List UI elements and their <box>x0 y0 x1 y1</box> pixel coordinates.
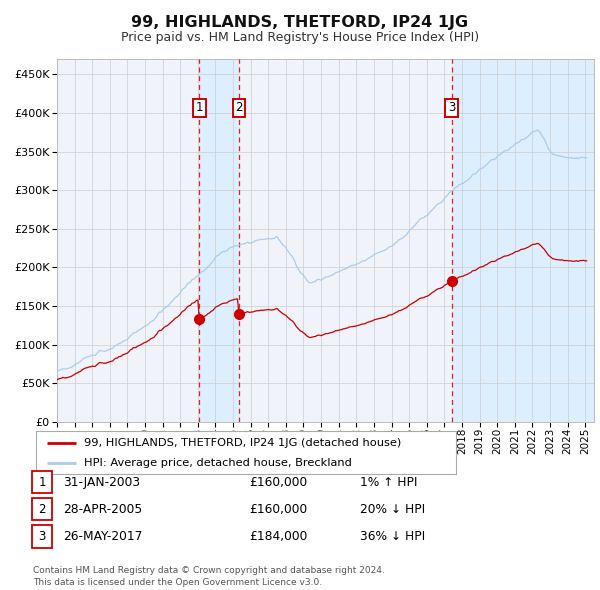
Text: 1: 1 <box>196 101 203 114</box>
Text: 20% ↓ HPI: 20% ↓ HPI <box>360 503 425 516</box>
Text: 2: 2 <box>235 101 242 114</box>
Text: HPI: Average price, detached house, Breckland: HPI: Average price, detached house, Brec… <box>85 458 352 468</box>
Text: 36% ↓ HPI: 36% ↓ HPI <box>360 530 425 543</box>
Text: 99, HIGHLANDS, THETFORD, IP24 1JG: 99, HIGHLANDS, THETFORD, IP24 1JG <box>131 15 469 30</box>
Text: £160,000: £160,000 <box>249 476 307 489</box>
Bar <box>199 59 239 422</box>
Text: 1% ↑ HPI: 1% ↑ HPI <box>360 476 418 489</box>
Text: Price paid vs. HM Land Registry's House Price Index (HPI): Price paid vs. HM Land Registry's House … <box>121 31 479 44</box>
Text: 31-JAN-2003: 31-JAN-2003 <box>63 476 140 489</box>
Bar <box>452 59 594 422</box>
Text: £160,000: £160,000 <box>249 503 307 516</box>
Text: 1: 1 <box>38 476 46 489</box>
Text: £184,000: £184,000 <box>249 530 307 543</box>
Text: 3: 3 <box>38 530 46 543</box>
Text: Contains HM Land Registry data © Crown copyright and database right 2024.
This d: Contains HM Land Registry data © Crown c… <box>33 566 385 587</box>
Text: 99, HIGHLANDS, THETFORD, IP24 1JG (detached house): 99, HIGHLANDS, THETFORD, IP24 1JG (detac… <box>85 438 401 448</box>
Text: 26-MAY-2017: 26-MAY-2017 <box>63 530 142 543</box>
Text: 3: 3 <box>448 101 455 114</box>
Text: 28-APR-2005: 28-APR-2005 <box>63 503 142 516</box>
Text: 2: 2 <box>38 503 46 516</box>
